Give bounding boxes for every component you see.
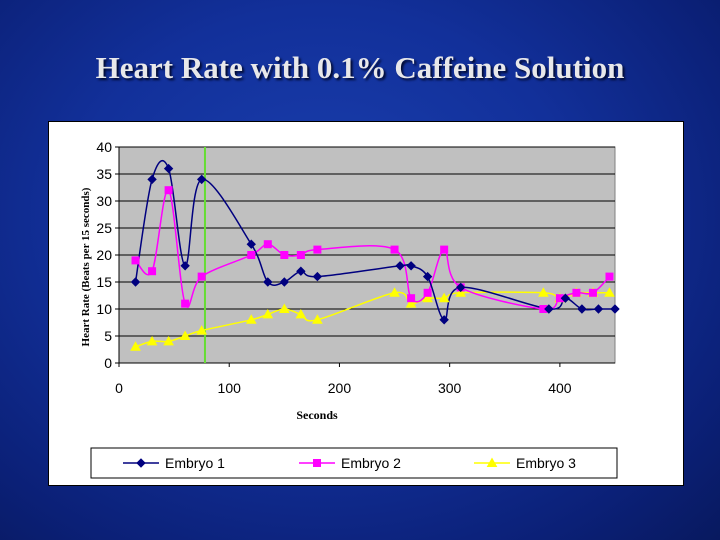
y-tick-label: 30	[96, 193, 112, 209]
data-point	[407, 294, 416, 303]
y-tick-label: 35	[96, 166, 112, 182]
x-tick-label: 200	[328, 380, 352, 396]
data-point	[246, 239, 256, 249]
y-tick-label: 25	[96, 220, 112, 236]
x-tick-label: 100	[218, 380, 242, 396]
data-point	[395, 261, 405, 271]
data-point	[146, 335, 158, 346]
legend	[90, 447, 618, 479]
data-point	[406, 261, 416, 271]
data-point	[262, 308, 274, 319]
data-point	[197, 272, 206, 281]
data-point	[544, 304, 554, 314]
data-point	[196, 174, 207, 185]
data-point	[312, 314, 323, 324]
x-tick-label: 0	[115, 380, 123, 396]
data-point	[422, 271, 433, 282]
y-axis-title: Heart Rate (Beats per 15 seconds)	[80, 187, 92, 346]
legend-swatch-marker	[486, 457, 498, 467]
data-point	[295, 308, 307, 319]
y-tick-label: 5	[104, 328, 112, 344]
data-point	[179, 330, 191, 340]
legend-label: Embryo 3	[516, 455, 576, 471]
legend-swatch-marker	[136, 458, 146, 468]
data-point	[390, 245, 399, 254]
data-point	[455, 282, 466, 293]
data-point	[593, 304, 604, 314]
data-point	[313, 245, 322, 254]
data-point	[538, 287, 549, 297]
legend-label: Embryo 2	[341, 455, 401, 471]
data-point	[130, 277, 141, 287]
data-point	[163, 163, 174, 174]
data-point	[280, 251, 289, 259]
chart-frame: 0 5 10 15 20 25 30 35 40 0 100 200 300 400 Seconds Hear…	[48, 121, 684, 486]
data-point	[263, 277, 273, 287]
x-tick-label: 400	[548, 380, 572, 396]
y-tick-label: 40	[96, 139, 112, 155]
data-point	[438, 292, 450, 303]
data-point	[440, 245, 449, 254]
slide-title: Heart Rate with 0.1% Caffeine Solution	[95, 50, 625, 85]
data-point	[422, 292, 433, 303]
data-point	[610, 304, 620, 314]
data-point	[163, 335, 174, 346]
data-point	[439, 315, 449, 325]
data-point	[312, 271, 323, 282]
data-point	[279, 277, 290, 287]
data-point	[247, 251, 256, 259]
data-point	[605, 272, 614, 281]
data-point	[181, 299, 190, 308]
data-point	[196, 325, 208, 335]
data-point	[148, 267, 157, 276]
data-point	[296, 266, 306, 276]
data-point	[560, 293, 571, 303]
y-tick-label: 0	[104, 355, 112, 371]
data-point	[131, 256, 140, 265]
legend-label: Embryo 1	[165, 455, 225, 471]
data-point	[389, 287, 400, 297]
data-point	[130, 341, 141, 351]
y-tick-label: 20	[96, 247, 112, 263]
y-tick-label: 10	[96, 301, 112, 317]
data-point	[147, 174, 157, 185]
data-point	[263, 240, 272, 249]
data-point	[455, 287, 467, 297]
data-point	[577, 304, 587, 314]
data-point	[604, 287, 615, 297]
data-point	[180, 261, 190, 271]
data-point	[245, 314, 257, 324]
x-tick-label: 300	[438, 380, 462, 396]
data-point	[588, 288, 597, 297]
data-point	[572, 288, 581, 297]
data-point	[423, 288, 432, 297]
data-point	[278, 303, 290, 313]
legend-swatch-marker	[313, 459, 321, 467]
data-point	[405, 298, 417, 308]
y-tick-label: 15	[96, 274, 112, 290]
x-axis-title: Seconds	[296, 408, 338, 422]
data-point	[296, 251, 305, 259]
data-point	[164, 186, 173, 195]
